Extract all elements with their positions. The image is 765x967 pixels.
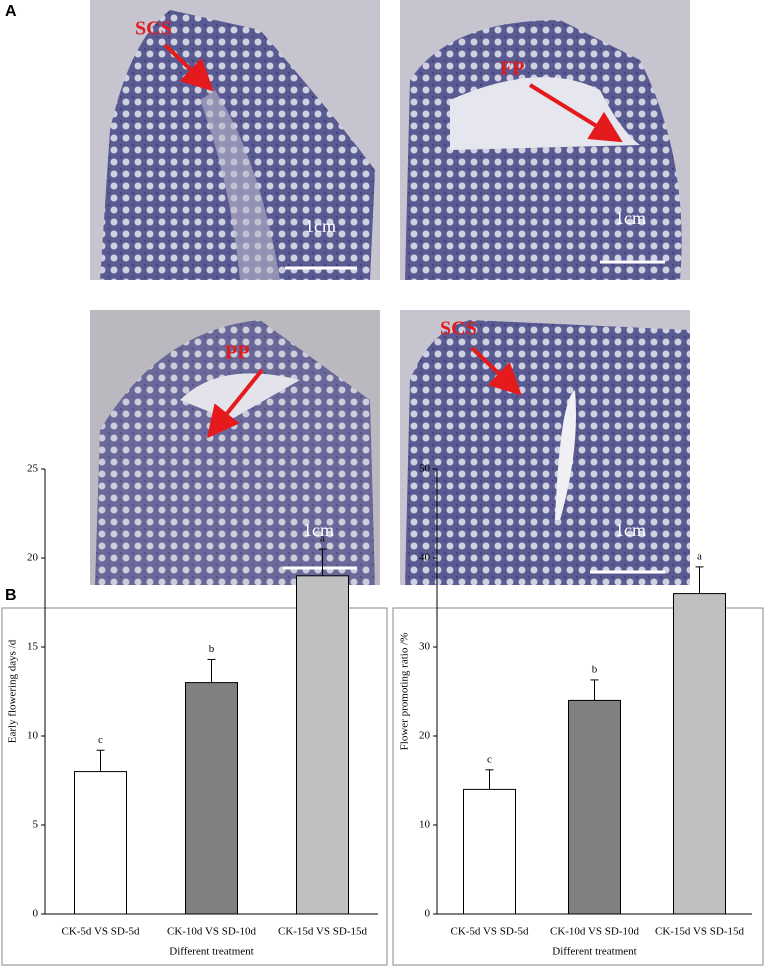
- scale-label: 1cm: [615, 208, 646, 228]
- arrow-label: PP: [225, 342, 249, 364]
- y-tick-label: 20: [27, 552, 39, 564]
- x-tick-label: CK-10d VS SD-10d: [550, 926, 640, 938]
- y-tick-label: 0: [425, 908, 431, 920]
- y-tick-label: 10: [27, 730, 39, 742]
- x-axis-label: Different treatment: [169, 946, 253, 958]
- arrow-label: SCS: [135, 18, 172, 40]
- micrograph: [90, 310, 380, 585]
- arrow: [470, 346, 522, 396]
- arrow: [206, 368, 264, 439]
- arrow: [163, 43, 214, 92]
- y-axis-label: Flower promoting ratio /%: [399, 633, 411, 751]
- x-tick-label: CK-10d VS SD-10d: [167, 926, 257, 938]
- y-tick-label: 10: [419, 819, 431, 831]
- x-tick-label: CK-15d VS SD-15d: [655, 926, 745, 938]
- bar: [673, 593, 726, 915]
- significance-label: c: [487, 753, 492, 765]
- scale-label: 1cm: [303, 520, 334, 540]
- chart-frame: [1, 607, 388, 966]
- y-tick-label: 20: [419, 730, 431, 742]
- y-tick-label: 5: [33, 819, 39, 831]
- significance-label: b: [209, 643, 215, 655]
- significance-label: c: [98, 734, 103, 746]
- micrograph: [90, 0, 380, 280]
- y-tick-label: 50: [419, 463, 431, 475]
- bar: [296, 575, 349, 915]
- x-tick-label: CK-15d VS SD-15d: [278, 926, 368, 938]
- y-tick-label: 30: [419, 641, 431, 653]
- significance-label: a: [697, 550, 702, 562]
- chart-frame: [392, 607, 764, 966]
- scale-label: 1cm: [305, 216, 336, 236]
- micrograph: [400, 0, 690, 280]
- y-tick-label: 0: [33, 908, 39, 920]
- y-tick-label: 15: [27, 641, 39, 653]
- arrow: [528, 83, 623, 143]
- panel-label: B: [5, 587, 17, 604]
- bar: [463, 788, 516, 915]
- arrow-label: SCS: [440, 318, 477, 340]
- panel-label: A: [5, 3, 17, 20]
- bar: [568, 699, 621, 915]
- bar: [74, 771, 127, 915]
- scale-label: 1cm: [615, 520, 646, 540]
- significance-label: a: [320, 533, 325, 545]
- y-tick-label: 25: [27, 463, 39, 475]
- micrograph: [400, 310, 690, 585]
- bar: [185, 682, 238, 915]
- significance-label: b: [592, 663, 598, 675]
- y-axis-label: Early flowering days /d: [7, 639, 19, 743]
- x-axis-label: Different treatment: [552, 946, 636, 958]
- y-tick-label: 40: [419, 552, 431, 564]
- x-tick-label: CK-5d VS SD-5d: [450, 926, 529, 938]
- arrow-label: FP: [500, 58, 524, 80]
- x-tick-label: CK-5d VS SD-5d: [61, 926, 140, 938]
